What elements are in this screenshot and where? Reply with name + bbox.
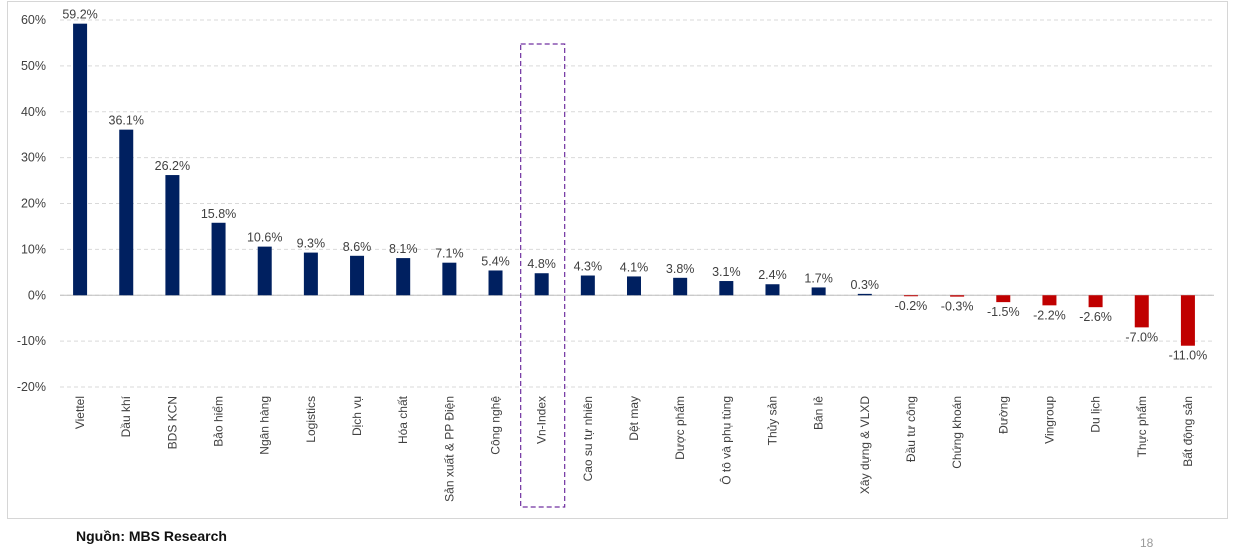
data-label: 8.1% [389,242,418,256]
bar [303,252,318,296]
y-tick-label: 60% [21,13,46,27]
data-label: 59.2% [62,8,97,22]
y-tick-label: -10% [17,334,46,348]
category-label: Xây dựng & VLXD [858,396,872,494]
bar [119,129,134,296]
page-number: 18 [1140,536,1154,550]
bar [488,270,503,296]
bar [534,273,549,296]
bar [1088,295,1103,308]
data-label: 1.7% [804,271,833,285]
category-label: Sản xuất & PP Điện [442,396,456,502]
category-label: Vingroup [1042,396,1056,444]
data-label: -0.2% [895,299,928,313]
bar [857,293,872,296]
data-label: -11.0% [1169,349,1208,363]
category-label: Dầu khí [119,395,133,437]
bar [673,277,688,296]
data-label: -7.0% [1125,330,1158,344]
category-label: Thủy sản [765,396,779,445]
y-tick-label: 0% [28,288,46,302]
category-label: Ô tô và phụ tùng [718,396,733,485]
data-label: 7.1% [435,247,464,261]
category-label: Bán lẻ [812,396,826,430]
bar [165,175,180,296]
category-label: Dệt may [627,396,641,441]
category-label: Cao su tự nhiên [581,396,595,481]
data-label: 9.3% [297,237,326,251]
data-label: 2.4% [758,268,787,282]
chart-frame: 60% 50% 40% 30% 20% 10% 0% -10% -20% 59.2% Viettel… [7,1,1228,519]
category-label: Dược phẩm [673,396,687,460]
bar [996,295,1011,303]
bar [627,276,641,296]
data-label: 8.6% [343,240,372,254]
category-label: Viettel [73,396,87,429]
category-label: Logistics [304,396,318,443]
bar [257,246,272,296]
data-label: -0.3% [941,300,974,314]
bar [350,255,365,296]
category-label: Ngân hàng [258,396,272,455]
category-label: Thực phẩm [1135,396,1149,457]
bar [719,281,734,296]
bar [580,275,595,296]
bar [396,258,411,296]
category-label: Đường [996,396,1010,434]
category-label: BDS KCN [165,396,179,449]
bar [73,23,88,296]
bar [903,295,918,297]
bar [950,295,965,297]
data-label: 5.4% [481,254,510,268]
bar-chart: 60% 50% 40% 30% 20% 10% 0% -10% -20% 59.2% Viettel… [17,8,1214,508]
y-tick-label: 50% [21,59,46,73]
data-label: -2.6% [1079,310,1112,324]
bar [1180,295,1195,346]
category-label: Công nghệ [489,396,503,455]
data-label: 0.3% [851,278,880,292]
category-label: Bất động sản [1181,396,1195,467]
data-label: -1.5% [987,305,1020,319]
y-tick-label: 30% [21,151,46,165]
category-label: Dịch vụ [350,396,364,436]
data-label: -2.2% [1033,308,1066,322]
category-label: Đầu tư công [904,396,918,462]
category-label: Hóa chất [396,395,410,444]
bar [811,287,826,296]
data-label: 4.8% [527,257,556,271]
bar [765,284,780,296]
category-label: Du lịch [1089,396,1103,433]
data-label: 15.8% [201,207,236,221]
data-label: 10.6% [247,231,282,245]
bar [442,262,457,296]
bar [1134,295,1149,328]
data-label: 26.2% [155,159,190,173]
category-label: Vn-Index [535,396,549,444]
bar [211,222,226,296]
data-label: 4.3% [574,260,603,274]
source-note: Nguồn: MBS Research [76,528,227,544]
y-tick-label: -20% [17,380,46,394]
y-tick-label: 20% [21,197,46,211]
data-label: 36.1% [109,114,144,128]
category-label: Bảo hiểm [212,396,226,447]
category-label: Chứng khoán [950,396,964,469]
bar [1042,295,1057,306]
vn-index-highlight-box [520,43,566,508]
y-tick-label: 40% [21,105,46,119]
y-tick-label: 10% [21,242,46,256]
data-label: 3.8% [666,262,695,276]
data-label: 4.1% [620,260,649,274]
data-label: 3.1% [712,265,741,279]
